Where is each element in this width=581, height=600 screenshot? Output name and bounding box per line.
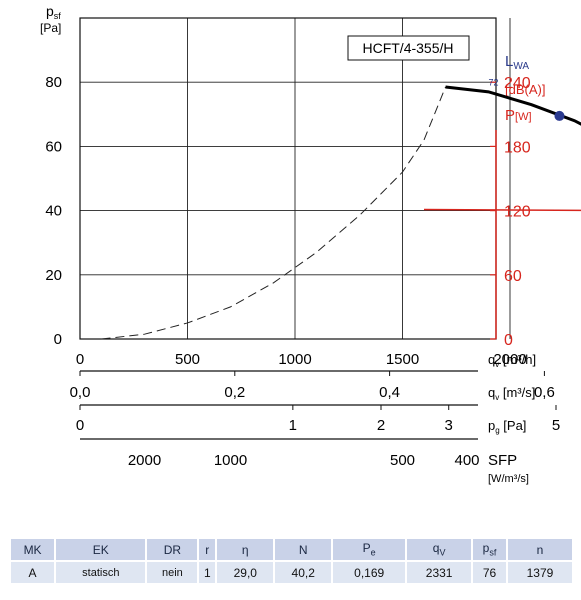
plot-frame — [79, 17, 497, 340]
unstable-curve — [101, 86, 446, 340]
left-tick-label: 80 — [45, 74, 62, 91]
scale-tick-label: 0,4 — [379, 384, 400, 401]
scale-tick-label: 2000 — [493, 351, 526, 368]
power-tick-label: 60 — [504, 268, 522, 285]
dba-axis-label: [dB(A)] — [505, 82, 545, 97]
scale-tick-label: 0 — [76, 417, 84, 434]
header-rpm: n — [507, 539, 572, 560]
curves — [101, 85, 581, 340]
pressure-curve — [445, 85, 581, 126]
power-curve — [423, 208, 581, 212]
power-tick-label: 120 — [504, 204, 531, 221]
scale-tick-label: 2 — [377, 417, 385, 434]
table-row: A statisch nein 1 29,0 40,2 0,169 2331 7… — [11, 562, 572, 583]
cell-dr: nein — [147, 562, 198, 583]
cell-mk: A — [11, 562, 55, 583]
left-tick-label: 40 — [45, 203, 62, 220]
header-r: r — [199, 539, 216, 560]
grid — [80, 18, 511, 339]
scale-axis-label: qv [m³/h] — [488, 352, 536, 369]
model-box — [347, 35, 470, 61]
header-psf: psf — [473, 539, 506, 560]
left-axis-label: psf — [46, 3, 61, 21]
left-tick-label: 60 — [45, 138, 62, 155]
header-eta: η — [217, 539, 274, 560]
scale-tick-label: 0,0 — [70, 384, 91, 401]
scale-tick-label: 0,2 — [224, 384, 245, 401]
annotations: 72ηmax76400V76 — [489, 77, 565, 121]
header-qv: qV — [407, 539, 472, 560]
cell-ek: statisch — [56, 562, 146, 583]
eta-max-point — [554, 110, 565, 121]
header-ek: EK — [56, 539, 146, 560]
scale-axis-label: qv [m³/s] — [488, 385, 535, 402]
scale-tick-label: 5 — [552, 417, 560, 434]
cell-pe: 0,169 — [333, 562, 406, 583]
lwa-axis-label: LWA — [505, 53, 529, 72]
scale-tick-label: 2000 — [128, 452, 161, 469]
spec-table: MK EK DR r η N Pe qV psf n A statisch ne… — [9, 537, 574, 585]
cell-psf: 76 — [473, 562, 506, 583]
left-tick-label: 0 — [54, 331, 62, 348]
scale-tick-label: 500 — [175, 351, 200, 368]
header-mk: MK — [11, 539, 55, 560]
power-axis-ticks: 240 180 120 60 0 — [490, 75, 531, 349]
fan-performance-chart: psf [Pa] LWA [dB(A)] P[W] HCFT/4-355/H 8… — [40, 3, 581, 485]
power-tick-label: 240 — [504, 75, 531, 92]
left-tick-label: 20 — [45, 267, 62, 284]
power-tick-label: 180 — [504, 139, 531, 156]
scale-tick-label: 1 — [289, 417, 297, 434]
annotation-label: 72 — [489, 77, 499, 87]
cell-rpm: 1379 — [507, 562, 572, 583]
cell-r: 1 — [199, 562, 216, 583]
table-header-row: MK EK DR r η N Pe qV psf n — [11, 539, 572, 560]
cell-n: 40,2 — [275, 562, 332, 583]
power-axis-label: P[W] — [505, 107, 532, 124]
scale-axis-unit: [W/m³/s] — [488, 473, 529, 485]
scale-tick-label: 1500 — [386, 351, 419, 368]
scale-tick-label: 0,6 — [534, 384, 555, 401]
scale-tick-label: 1000 — [278, 351, 311, 368]
scale-tick-label: 0 — [76, 351, 84, 368]
bottom-scales: 0500100015002000250030003500qv [m³/h]0,0… — [70, 351, 561, 485]
cell-qv: 2331 — [407, 562, 472, 583]
scale-axis-label: SFP — [488, 452, 517, 469]
scale-tick-label: 3 — [445, 417, 453, 434]
left-axis-ticks: 80 60 40 20 0 — [45, 74, 62, 348]
scale-axis-label: pg [Pa] — [488, 418, 526, 435]
scale-tick-label: 500 — [390, 452, 415, 469]
power-tick-label: 0 — [504, 332, 513, 349]
scale-tick-label: 400 — [454, 452, 479, 469]
header-dr: DR — [147, 539, 198, 560]
header-pe: Pe — [333, 539, 406, 560]
model-label: HCFT/4-355/H — [362, 40, 453, 56]
cell-eta: 29,0 — [217, 562, 274, 583]
left-axis-unit: [Pa] — [40, 21, 61, 35]
header-n: N — [275, 539, 332, 560]
scale-tick-label: 1000 — [214, 452, 247, 469]
